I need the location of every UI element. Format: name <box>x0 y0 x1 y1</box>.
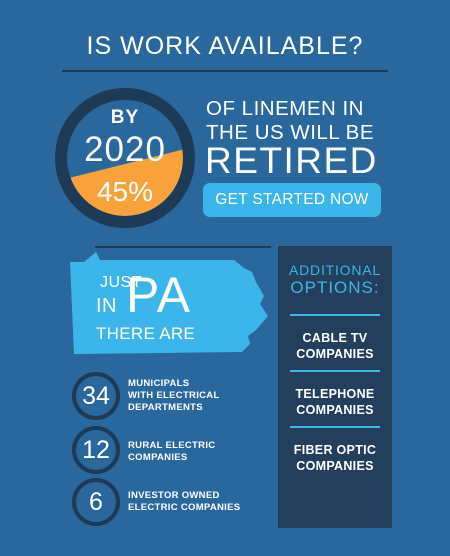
get-started-button[interactable]: GET STARTED NOW <box>203 183 381 217</box>
stat-label-line: RURAL ELECTRIC <box>128 440 216 451</box>
retirement-line-2: THE US WILL BE <box>206 121 374 144</box>
pa-in-label: IN <box>96 295 117 317</box>
option-line: COMPANIES <box>296 403 374 417</box>
pa-state-graphic: JUST IN PA THERE ARE <box>66 248 272 360</box>
retirement-line-3: RETIRED <box>205 140 378 181</box>
gauge-graphic <box>55 88 196 229</box>
gauge-by-label: BY <box>110 107 140 128</box>
option-line: COMPANIES <box>296 347 374 361</box>
option-line: TELEPHONE <box>295 387 375 401</box>
option-telephone: TELEPHONE COMPANIES <box>278 386 392 418</box>
option-cable-tv: CABLE TV COMPANIES <box>278 330 392 362</box>
stat-number-circle: 12 <box>72 426 120 474</box>
pa-just-label: JUST <box>100 274 142 291</box>
stat-label-line: COMPANIES <box>128 452 188 463</box>
options-divider <box>290 370 380 372</box>
stat-label-line: INVESTOR OWNED <box>128 490 220 501</box>
stat-number-circle: 6 <box>72 478 120 526</box>
top-divider <box>62 70 388 72</box>
options-divider <box>290 426 380 428</box>
options-heading-line-2: OPTIONS: <box>290 278 380 297</box>
stat-label-line: DEPARTMENTS <box>128 402 203 413</box>
pa-there-are-label: THERE ARE <box>96 324 196 343</box>
option-line: CABLE TV <box>302 331 368 345</box>
options-heading: ADDITIONAL OPTIONS: <box>278 262 392 296</box>
pa-state-name: PA <box>126 267 191 323</box>
gauge-ring <box>55 88 195 228</box>
stat-label-line: ELECTRIC COMPANIES <box>128 502 241 513</box>
stat-number-circle: 34 <box>72 372 120 420</box>
option-line: FIBER OPTIC <box>293 443 377 457</box>
stat-row-investor-owned: 6 INVESTOR OWNED ELECTRIC COMPANIES <box>72 478 272 526</box>
stat-row-rural: 12 RURAL ELECTRIC COMPANIES <box>72 426 272 474</box>
retirement-line-1: OF LINEMEN IN <box>206 97 364 120</box>
additional-options-panel: ADDITIONAL OPTIONS: CABLE TV COMPANIES T… <box>278 246 392 528</box>
options-heading-line-1: ADDITIONAL <box>288 262 381 278</box>
options-divider <box>290 314 380 316</box>
stat-label-line: MUNICIPALS <box>128 378 190 389</box>
stat-label-line: WITH ELECTRICAL <box>128 390 220 401</box>
middle-divider <box>95 246 271 248</box>
pa-state-shape <box>70 252 268 354</box>
gauge-year: 2020 <box>84 130 166 169</box>
stat-row-municipals: 34 MUNICIPALS WITH ELECTRICAL DEPARTMENT… <box>72 372 272 420</box>
option-fiber-optic: FIBER OPTIC COMPANIES <box>278 442 392 474</box>
retirement-gauge: BY 2020 45% <box>54 87 196 229</box>
gauge-percent: 45% <box>96 176 154 207</box>
headline: IS WORK AVAILABLE? <box>86 32 364 60</box>
option-line: COMPANIES <box>296 459 374 473</box>
